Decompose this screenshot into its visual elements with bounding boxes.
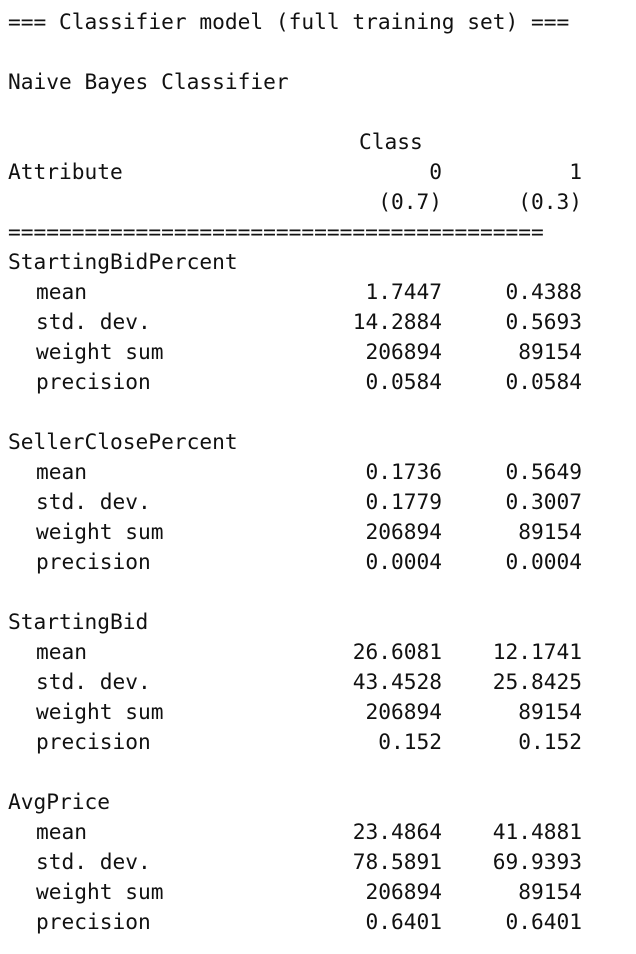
stat-label: std. dev. (36, 669, 151, 694)
stat-label: mean (36, 459, 88, 484)
attribute-name: AvgPrice (8, 789, 111, 814)
stat-value-class-1: 0.0584 (505, 369, 582, 394)
stat-value-class-0: 206894 (365, 339, 442, 364)
stat-value-class-1: 69.9393 (492, 849, 582, 874)
stat-value-class-0: 0.6401 (365, 909, 442, 934)
class-1-label: 1 (569, 159, 582, 184)
stat-label: std. dev. (36, 309, 151, 334)
stat-value-class-0: 206894 (365, 879, 442, 904)
stat-value-class-1: 0.4388 (505, 279, 582, 304)
class-0-label: 0 (429, 159, 442, 184)
attribute-name: SellerClosePercent (8, 429, 238, 454)
stat-label: precision (36, 729, 151, 754)
attribute-heading: Attribute (8, 159, 123, 184)
stat-value-class-1: 89154 (518, 519, 582, 544)
stat-label: std. dev. (36, 489, 151, 514)
stat-value-class-0: 43.4528 (352, 669, 442, 694)
stat-value-class-1: 0.152 (518, 729, 582, 754)
stat-value-class-1: 89154 (518, 879, 582, 904)
stat-label: mean (36, 639, 88, 664)
stat-label: precision (36, 369, 151, 394)
attribute-name: StartingBid (8, 609, 149, 634)
stat-label: weight sum (36, 519, 164, 544)
stat-label: weight sum (36, 879, 164, 904)
stat-value-class-1: 0.6401 (505, 909, 582, 934)
stat-label: mean (36, 819, 88, 844)
stat-value-class-0: 206894 (365, 519, 442, 544)
stat-value-class-0: 0.1779 (365, 489, 442, 514)
stat-label: weight sum (36, 339, 164, 364)
stat-value-class-0: 206894 (365, 699, 442, 724)
stat-value-class-0: 0.1736 (365, 459, 442, 484)
stat-value-class-1: 0.5693 (505, 309, 582, 334)
stat-value-class-0: 1.7447 (365, 279, 442, 304)
output-header: === Classifier model (full training set)… (8, 9, 570, 34)
stat-value-class-0: 23.4864 (352, 819, 442, 844)
stat-label: precision (36, 549, 151, 574)
stat-value-class-0: 14.2884 (352, 309, 442, 334)
stat-value-class-1: 41.4881 (492, 819, 582, 844)
class-1-prior: (0.3) (518, 189, 582, 214)
stat-value-class-1: 89154 (518, 699, 582, 724)
stat-value-class-1: 0.0004 (505, 549, 582, 574)
stat-value-class-0: 0.0004 (365, 549, 442, 574)
stat-value-class-0: 0.152 (378, 729, 442, 754)
stat-value-class-0: 78.5891 (352, 849, 442, 874)
stat-label: precision (36, 909, 151, 934)
stat-value-class-0: 0.0584 (365, 369, 442, 394)
table-separator: ========================================… (8, 219, 544, 244)
stat-value-class-1: 0.3007 (505, 489, 582, 514)
stat-label: std. dev. (36, 849, 151, 874)
stat-value-class-1: 89154 (518, 339, 582, 364)
stat-value-class-1: 25.8425 (492, 669, 582, 694)
stat-label: weight sum (36, 699, 164, 724)
stat-label: mean (36, 279, 88, 304)
stat-value-class-0: 26.6081 (352, 639, 442, 664)
stat-value-class-1: 12.1741 (492, 639, 582, 664)
attribute-name: StartingBidPercent (8, 249, 238, 274)
classifier-name: Naive Bayes Classifier (8, 69, 289, 94)
stat-value-class-1: 0.5649 (505, 459, 582, 484)
class-0-prior: (0.7) (378, 189, 442, 214)
class-heading: Class (359, 129, 423, 154)
